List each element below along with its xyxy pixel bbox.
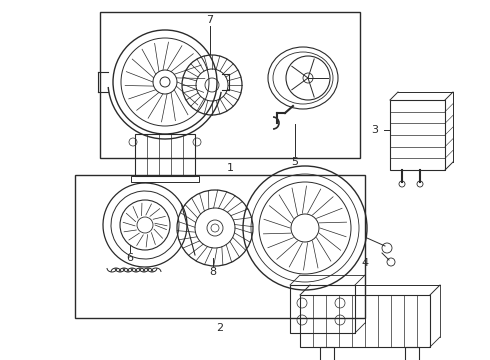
Bar (75, 175, 365, 318)
Text: 2: 2 (217, 323, 223, 333)
Bar (290, 285, 355, 333)
Text: 6: 6 (126, 253, 133, 263)
Text: 1: 1 (226, 163, 234, 173)
Text: 5: 5 (292, 157, 298, 167)
Bar (131, 176, 199, 182)
Bar (405, 347, 419, 360)
Bar (135, 134, 195, 176)
Bar (390, 100, 445, 170)
Bar (100, 12, 360, 158)
Text: 7: 7 (206, 15, 214, 25)
Bar (300, 295, 430, 347)
Bar (320, 347, 334, 360)
Text: 3: 3 (371, 125, 378, 135)
Text: 4: 4 (362, 258, 368, 268)
Text: 8: 8 (209, 267, 217, 277)
